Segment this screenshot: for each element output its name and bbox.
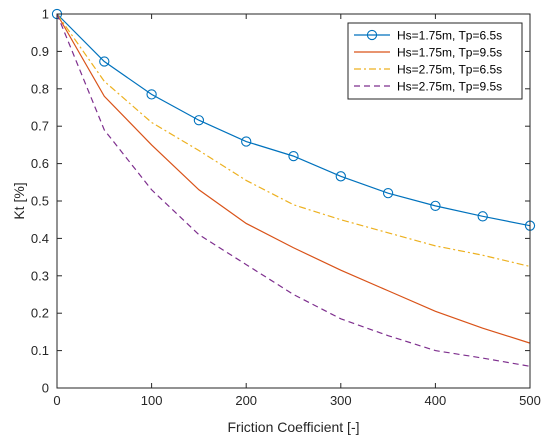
legend-marker-1 (366, 29, 378, 41)
series-line-1 (56, 13, 531, 227)
y-tick-label: 0.5 (31, 194, 49, 209)
y-tick-label: 0.2 (31, 306, 49, 321)
y-tick-label: 0 (42, 381, 49, 396)
y-tick-label: 0.1 (31, 343, 49, 358)
x-tick-label: 500 (519, 393, 541, 408)
x-tick-label: 200 (235, 393, 257, 408)
series-1-marker (241, 136, 252, 147)
y-tick-label: 0.9 (31, 44, 49, 59)
x-axis-title: Friction Coefficient [-] (227, 419, 359, 435)
series-1-marker (335, 171, 346, 182)
y-tick-label: 0.6 (31, 156, 49, 171)
y-tick-label: 1 (42, 7, 49, 22)
series-1-marker (288, 150, 299, 162)
y-tick-label: 0.3 (31, 268, 49, 283)
y-tick-label: 0.8 (31, 81, 49, 96)
legend-label-1: Hs=1.75m, Tp=6.5s (397, 29, 502, 43)
y-tick-label: 0.4 (31, 231, 49, 246)
axes-box (56, 13, 531, 389)
x-tick-label: 300 (330, 393, 352, 408)
series-line-2 (56, 13, 531, 344)
y-tick-label: 0.7 (31, 119, 49, 134)
series-1-marker (99, 56, 110, 67)
legend-label-2: Hs=1.75m, Tp=9.5s (397, 46, 502, 60)
legend-label-4: Hs=2.75m, Tp=9.5s (397, 80, 502, 94)
y-axis-title: Kt [%] (11, 182, 27, 219)
series-line-3 (56, 13, 531, 268)
legend-label-3: Hs=2.75m, Tp=6.5s (397, 63, 502, 77)
axis-ticks: 0 100 200 300 400 500 0 0.1 0.2 0.3 0.4 0.5 0.6 0.7 0.… (31, 7, 541, 409)
series-layer (51, 8, 536, 367)
x-tick-label: 400 (425, 393, 447, 408)
x-tick-label: 0 (53, 393, 60, 408)
series-1-marker (477, 211, 488, 222)
series-1-marker (430, 200, 441, 212)
legend: Hs=1.75m, Tp=6.5s Hs=1.75m, Tp=9.5s Hs=2.7… (347, 22, 523, 100)
series-1-marker (193, 115, 205, 126)
series-1-marker (382, 187, 394, 199)
series-1-marker (146, 89, 157, 100)
x-tick-label: 100 (141, 393, 163, 408)
